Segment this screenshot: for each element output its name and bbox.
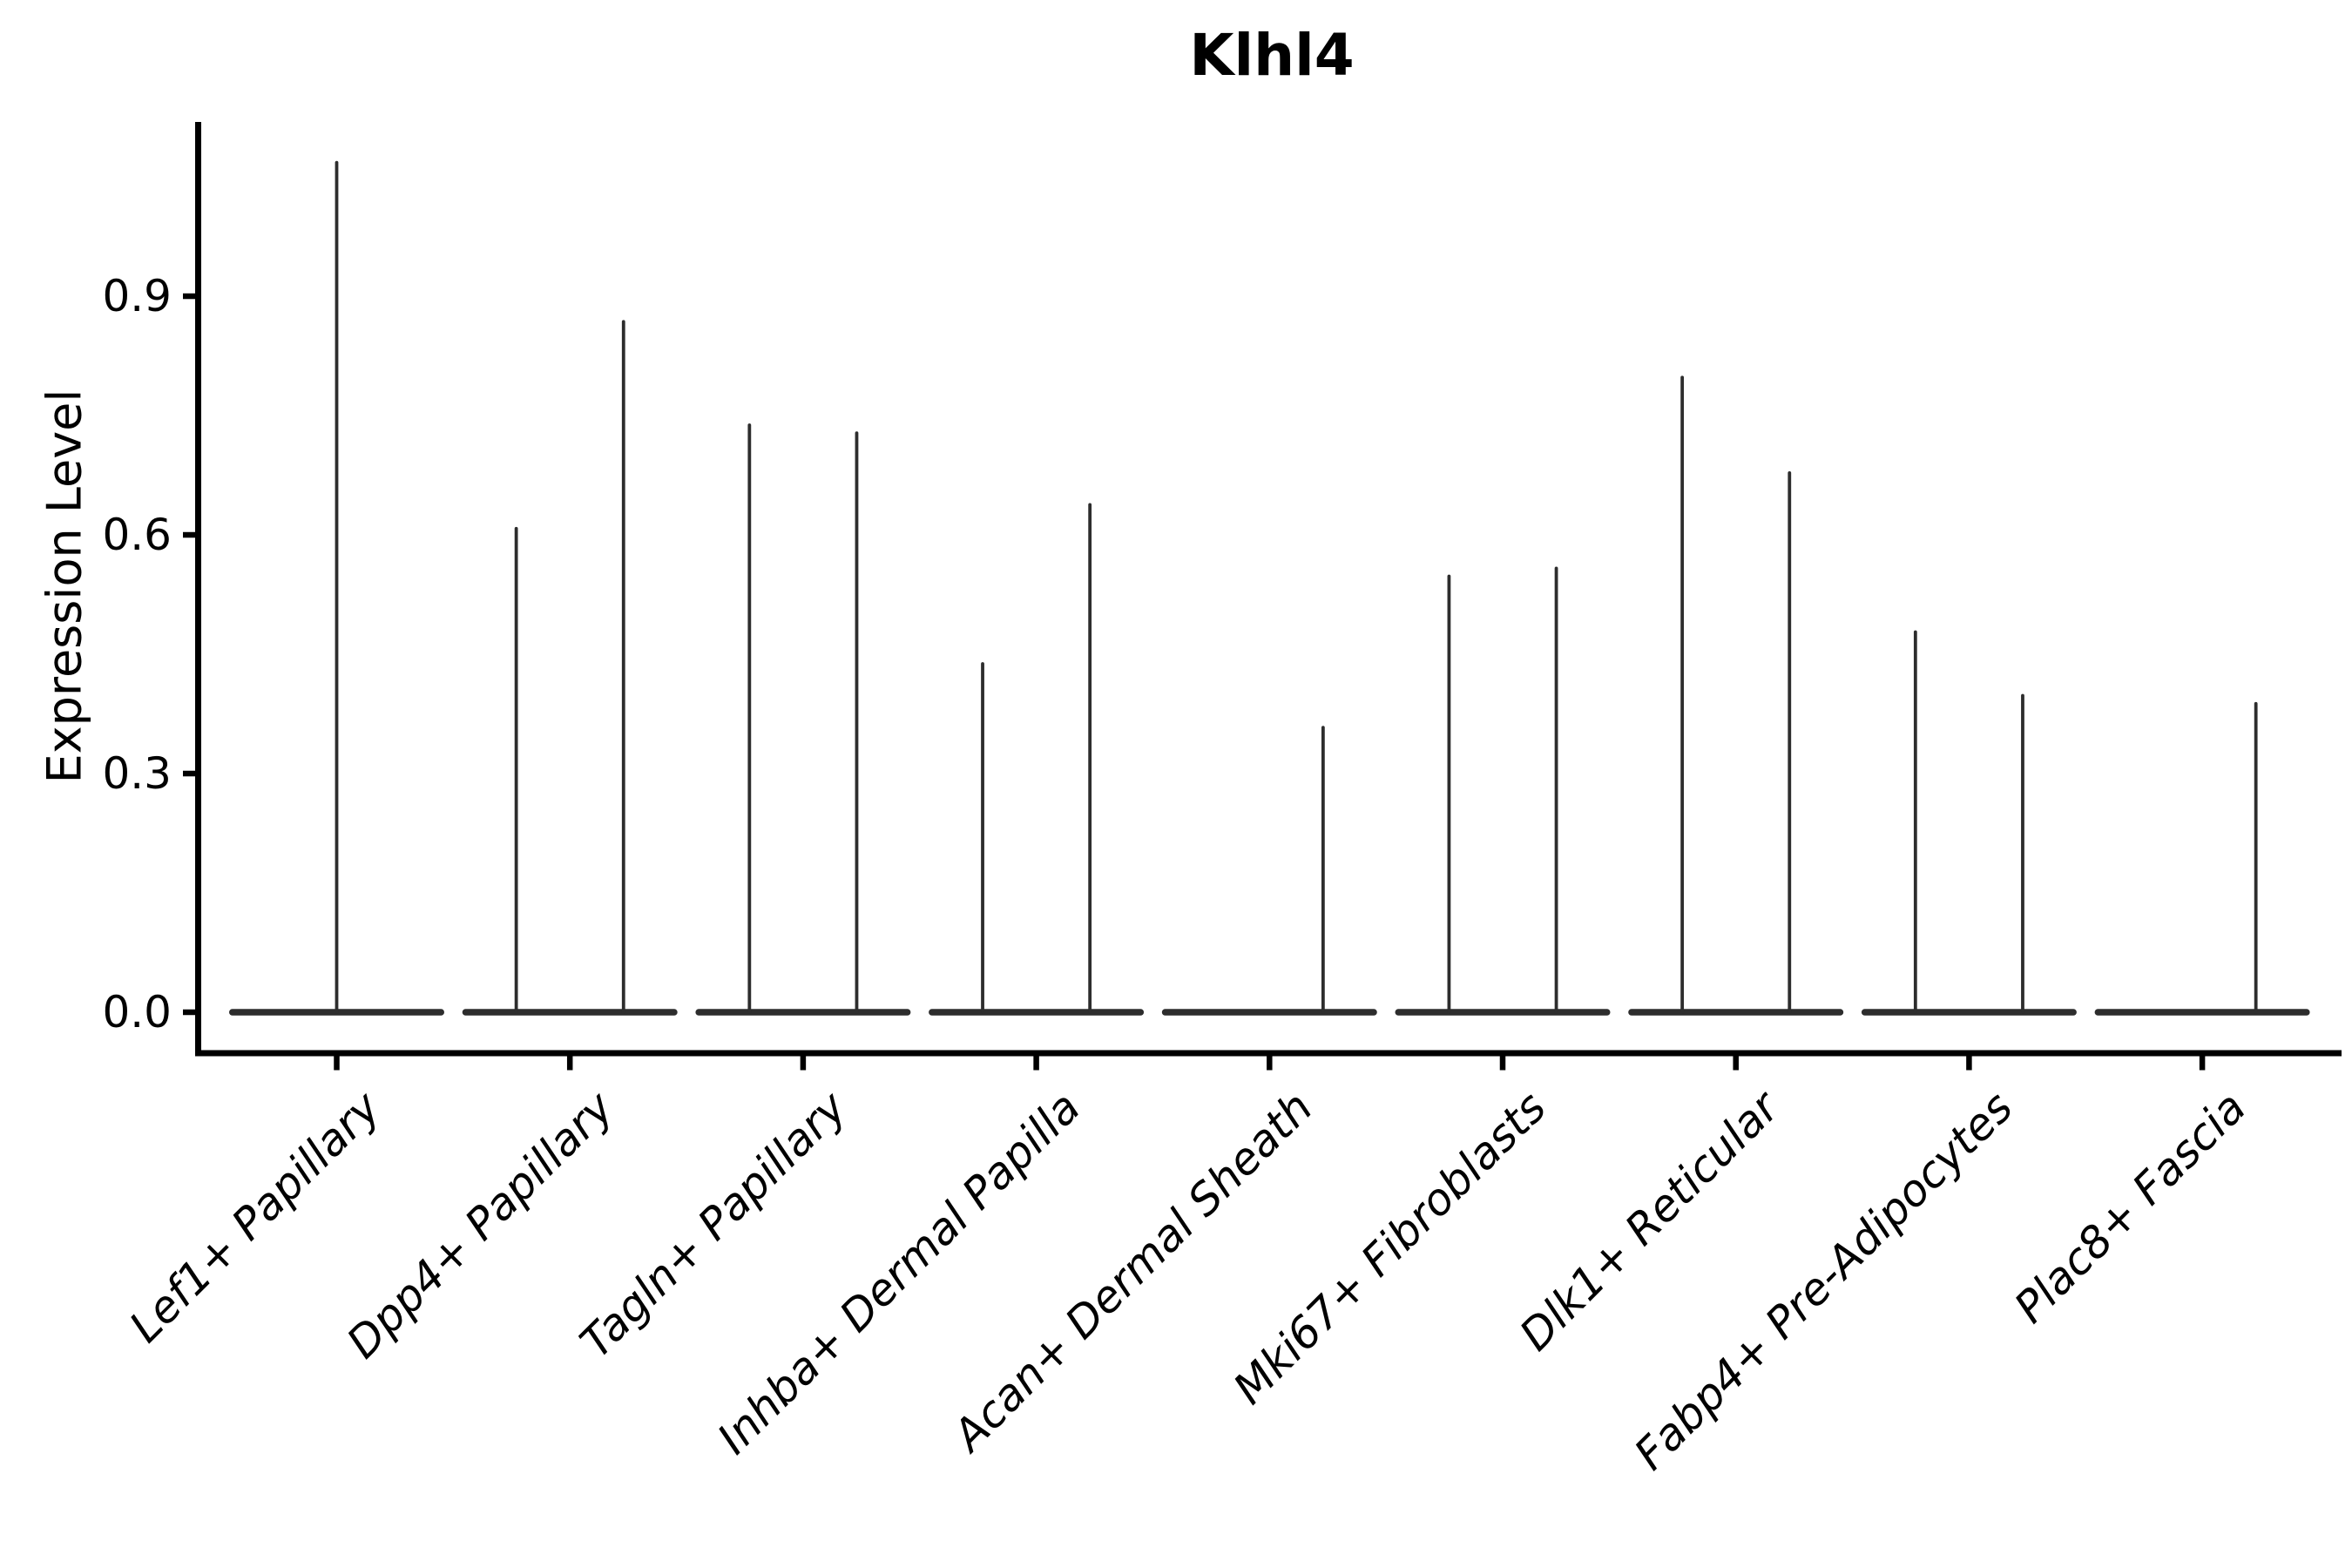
violin-spike [981, 662, 984, 1014]
y-tick-label: 0.3 [102, 748, 172, 799]
x-axis-spine [195, 1050, 2342, 1057]
y-tick-mark [183, 770, 195, 777]
violin-baseline [1861, 1009, 2077, 1016]
violin-baseline [1395, 1009, 1611, 1016]
violin-baseline [462, 1009, 678, 1016]
violin-spike [1321, 726, 1325, 1014]
violin-baseline [2094, 1009, 2310, 1016]
violin-baseline [695, 1009, 911, 1016]
y-tick-label: 0.6 [102, 510, 172, 561]
x-tick-mark [566, 1056, 573, 1071]
violin-spike [1447, 574, 1451, 1014]
x-tick-mark [2199, 1056, 2206, 1071]
violin-spike [747, 423, 752, 1015]
violin-spike [621, 320, 625, 1015]
x-tick-mark [1966, 1056, 1972, 1071]
violin-spike [1788, 470, 1792, 1014]
violin-baseline [1161, 1009, 1377, 1016]
violin-spike [514, 526, 518, 1014]
chart-title: Klhl4 [1189, 22, 1355, 89]
violin-spike [2021, 693, 2024, 1014]
violin-baseline [929, 1009, 1145, 1016]
x-tick-mark [1267, 1056, 1273, 1071]
violin-spike [855, 431, 859, 1014]
violin-spike [1554, 566, 1558, 1014]
x-tick-mark [1733, 1056, 1739, 1071]
x-tick-mark [1033, 1056, 1039, 1071]
violin-spike [1913, 630, 1917, 1014]
x-tick-mark [334, 1056, 340, 1071]
violin-spike [335, 160, 339, 1015]
x-tick-mark [800, 1056, 807, 1071]
x-tick-mark [1499, 1056, 1506, 1071]
y-tick-label: 0.9 [102, 271, 172, 322]
y-tick-mark [183, 1009, 195, 1016]
y-tick-mark [183, 531, 195, 538]
y-tick-label: 0.0 [102, 987, 172, 1037]
violin-spike [1088, 503, 1092, 1014]
y-tick-mark [183, 293, 195, 300]
violin-spike [2254, 701, 2258, 1014]
y-axis-label: Expression Level [37, 389, 92, 784]
y-axis-spine [195, 122, 201, 1057]
violin-spike [1680, 375, 1685, 1014]
violin-baseline [1628, 1009, 1844, 1016]
